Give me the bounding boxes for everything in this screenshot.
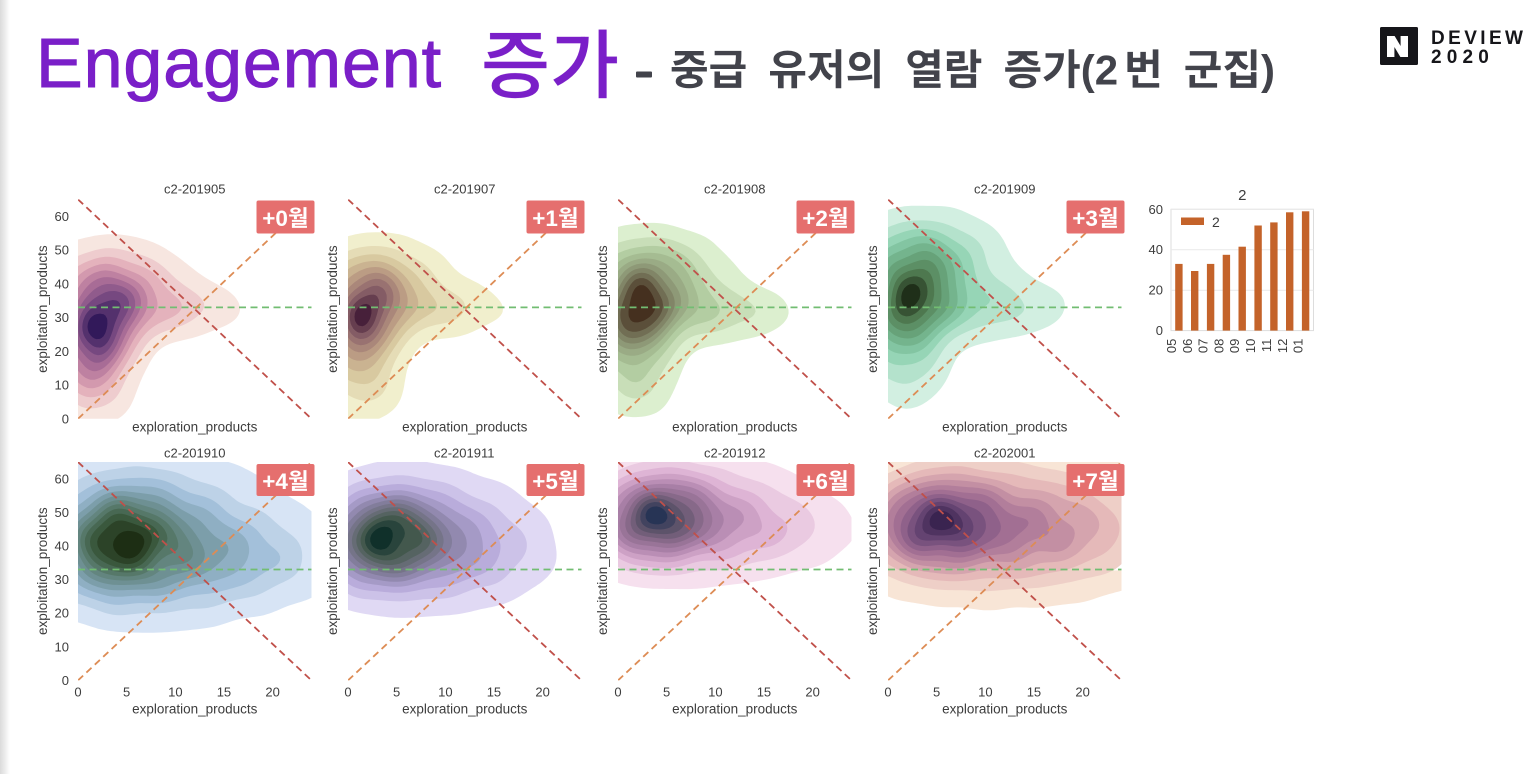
svg-text:exploitation_products: exploitation_products <box>595 245 610 373</box>
svg-text:15: 15 <box>487 685 501 700</box>
svg-text:(2: (2 <box>1081 47 1118 94</box>
svg-text:60: 60 <box>1149 202 1163 217</box>
svg-text:5: 5 <box>933 685 940 700</box>
svg-text:10: 10 <box>708 685 722 700</box>
svg-text:15: 15 <box>1027 685 1041 700</box>
svg-text:c2-201911: c2-201911 <box>434 446 494 461</box>
svg-text:08: 08 <box>1211 339 1226 353</box>
svg-text:exploration_products: exploration_products <box>402 420 528 435</box>
svg-text:c2-201907: c2-201907 <box>434 182 495 197</box>
svg-text:20: 20 <box>1075 685 1089 700</box>
svg-text:+4: +4 <box>262 469 288 494</box>
svg-text:0: 0 <box>62 411 69 426</box>
svg-text:12: 12 <box>1275 339 1290 353</box>
svg-text:40: 40 <box>1149 242 1163 257</box>
svg-text:+0: +0 <box>262 206 288 231</box>
svg-text:06: 06 <box>1180 339 1195 353</box>
svg-text:c2-201908: c2-201908 <box>704 182 765 197</box>
svg-text:40: 40 <box>55 539 69 554</box>
svg-text:30: 30 <box>55 310 69 325</box>
svg-text:c2-201905: c2-201905 <box>164 182 225 197</box>
svg-text:15: 15 <box>217 685 231 700</box>
svg-text:20: 20 <box>1149 283 1163 298</box>
svg-text:+5: +5 <box>532 469 558 494</box>
svg-text:0: 0 <box>344 685 351 700</box>
svg-text:20: 20 <box>805 685 819 700</box>
svg-text:50: 50 <box>55 243 69 258</box>
svg-text:Engagement: Engagement <box>36 24 442 102</box>
svg-text:60: 60 <box>55 209 69 224</box>
svg-text:exploitation_products: exploitation_products <box>865 507 880 635</box>
svg-text:c2-202001: c2-202001 <box>974 446 1035 461</box>
svg-text:30: 30 <box>55 572 69 587</box>
svg-text:20: 20 <box>265 685 279 700</box>
svg-text:0: 0 <box>614 685 621 700</box>
svg-text:exploration_products: exploration_products <box>132 420 258 435</box>
svg-text:0: 0 <box>1156 323 1163 338</box>
svg-text:05: 05 <box>1164 339 1179 353</box>
svg-text:09: 09 <box>1227 339 1242 353</box>
svg-text:+7: +7 <box>1072 469 1098 494</box>
svg-text:07: 07 <box>1196 339 1211 353</box>
svg-text:10: 10 <box>978 685 992 700</box>
svg-text:10: 10 <box>168 685 182 700</box>
svg-text:exploration_products: exploration_products <box>402 702 528 717</box>
svg-text:exploitation_products: exploitation_products <box>595 507 610 635</box>
svg-text:20: 20 <box>55 344 69 359</box>
svg-text:+2: +2 <box>802 206 828 231</box>
svg-text:DEVIEW: DEVIEW <box>1431 28 1524 49</box>
svg-text:exploration_products: exploration_products <box>672 702 798 717</box>
svg-text:60: 60 <box>55 471 69 486</box>
svg-text:exploitation_products: exploitation_products <box>325 507 340 635</box>
svg-text:exploitation_products: exploitation_products <box>35 245 50 373</box>
svg-text:c2-201912: c2-201912 <box>704 446 765 461</box>
svg-text:0: 0 <box>74 685 81 700</box>
svg-text:20: 20 <box>535 685 549 700</box>
svg-text:11: 11 <box>1259 339 1274 353</box>
svg-text:exploitation_products: exploitation_products <box>865 245 880 373</box>
svg-text:+3: +3 <box>1072 206 1098 231</box>
svg-text:2: 2 <box>1212 214 1220 230</box>
svg-text:exploration_products: exploration_products <box>942 702 1068 717</box>
svg-text:2020: 2020 <box>1431 47 1494 68</box>
svg-text:5: 5 <box>393 685 400 700</box>
svg-text:20: 20 <box>55 606 69 621</box>
svg-text:10: 10 <box>55 378 69 393</box>
svg-text:exploration_products: exploration_products <box>672 420 798 435</box>
svg-text:40: 40 <box>55 276 69 291</box>
svg-text:c2-201909: c2-201909 <box>974 182 1035 197</box>
svg-text:5: 5 <box>663 685 670 700</box>
svg-text:50: 50 <box>55 505 69 520</box>
svg-text:01: 01 <box>1291 339 1306 353</box>
svg-text:+1: +1 <box>532 206 558 231</box>
svg-text:10: 10 <box>55 639 69 654</box>
svg-text:): ) <box>1261 47 1275 94</box>
svg-text:exploration_products: exploration_products <box>942 420 1068 435</box>
svg-text:10: 10 <box>438 685 452 700</box>
svg-text:2: 2 <box>1238 187 1246 204</box>
svg-text:exploitation_products: exploitation_products <box>35 507 50 635</box>
svg-text:+6: +6 <box>802 469 828 494</box>
svg-text:c2-201910: c2-201910 <box>164 446 225 461</box>
svg-text:exploration_products: exploration_products <box>132 702 258 717</box>
svg-text:5: 5 <box>123 685 130 700</box>
svg-text:exploitation_products: exploitation_products <box>325 245 340 373</box>
svg-text:10: 10 <box>1243 339 1258 353</box>
svg-text:15: 15 <box>757 685 771 700</box>
svg-text:0: 0 <box>884 685 891 700</box>
svg-text:0: 0 <box>62 673 69 688</box>
